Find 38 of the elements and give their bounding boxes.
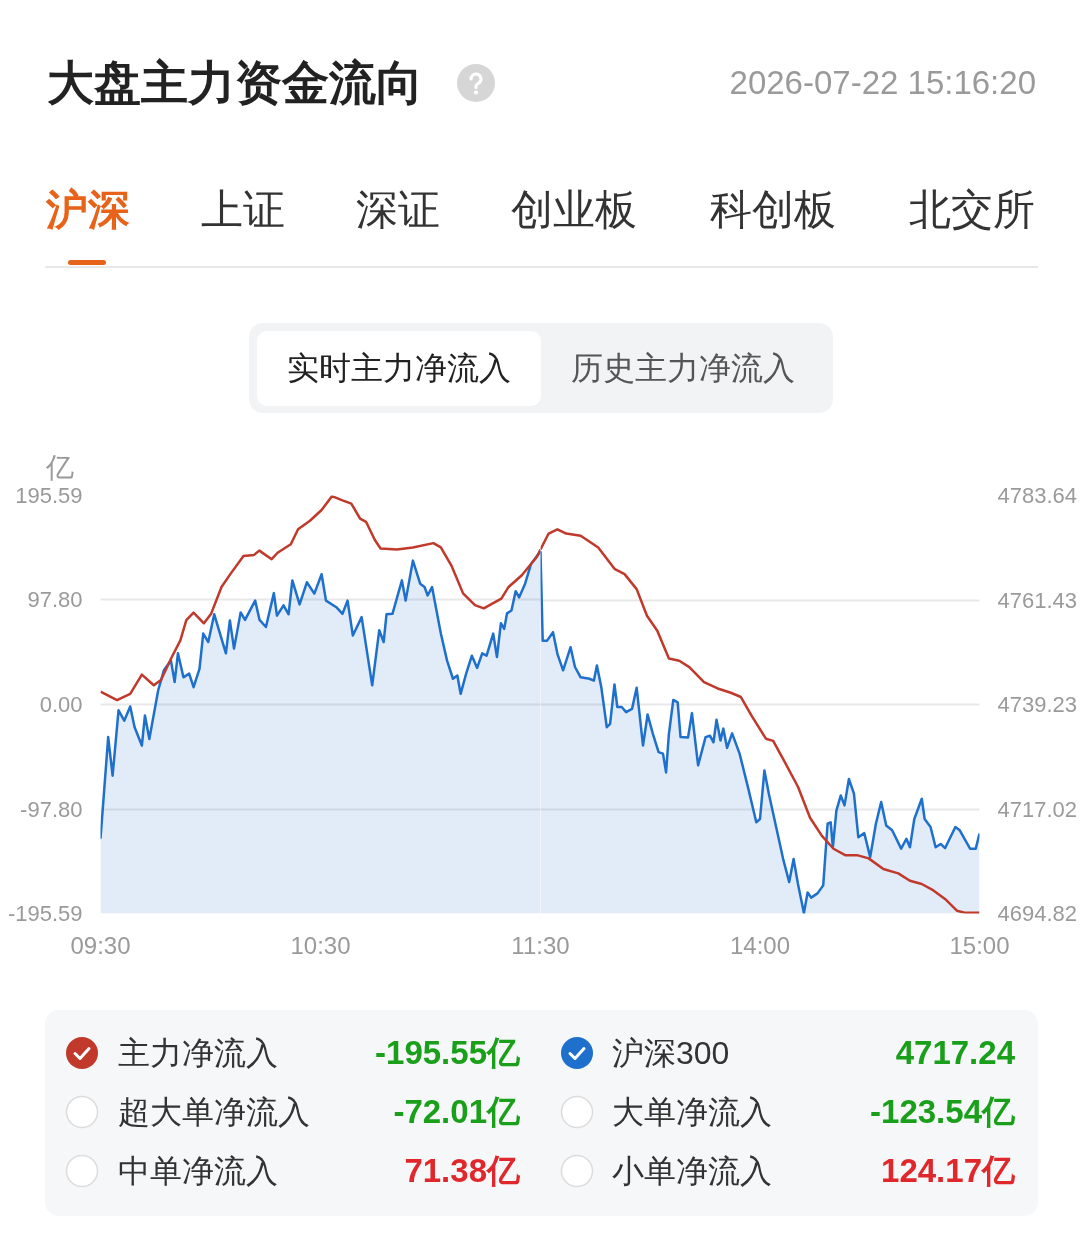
text: 实时主力净流入 <box>287 349 511 387</box>
text: 上证 <box>201 185 285 235</box>
text: 超大单净流入 <box>118 1093 310 1131</box>
text: 2026-07-22 15:16:20 <box>729 64 1036 102</box>
text: 历史主力净流入 <box>571 349 795 387</box>
y2-tick-label: 4783.64 <box>997 483 1078 508</box>
x-tick-label: 09:30 <box>70 931 131 959</box>
y-tick-label: 97.80 <box>27 587 83 613</box>
legend-label: 主力净流入 <box>118 1034 278 1072</box>
y2-tick-label: 4717.02 <box>997 796 1078 822</box>
text: 科创板 <box>710 185 836 235</box>
legend-label: 沪深300 <box>612 1034 730 1072</box>
y2-tick-label: 4694.82 <box>997 901 1078 926</box>
x-tick-label: 11:30 <box>511 931 570 959</box>
text: 4717.24 <box>895 1034 1015 1072</box>
y-axis-title: 亿 <box>44 452 74 483</box>
y-tick-label: 0.00 <box>39 692 83 717</box>
x-tick-label: 10:30 <box>290 931 351 959</box>
y2-tick-label: 4739.23 <box>997 692 1078 717</box>
text: -123.54亿 <box>870 1093 1015 1131</box>
chart-title: 大盘主力资金流向 <box>47 55 423 111</box>
x-tick-label: 15:00 <box>949 931 1010 959</box>
y-tick-label: -195.59 <box>7 901 83 926</box>
text: 小单净流入 <box>612 1152 772 1190</box>
y-tick-label: 195.59 <box>15 483 83 508</box>
text: 中单净流入 <box>118 1152 278 1190</box>
text: 北交所 <box>909 185 1035 235</box>
text: 创业板 <box>511 185 637 235</box>
text: 71.38亿 <box>404 1152 520 1190</box>
x-tick-label: 14:00 <box>729 931 791 959</box>
y2-tick-label: 4761.43 <box>997 587 1078 613</box>
text: 124.17亿 <box>881 1152 1015 1190</box>
text: 沪深 <box>46 185 130 235</box>
text: 深证 <box>356 185 440 235</box>
text: 大单净流入 <box>612 1093 772 1131</box>
y-tick-label: -97.80 <box>20 796 83 822</box>
text: -195.55亿 <box>375 1034 520 1072</box>
text: -72.01亿 <box>393 1093 520 1131</box>
